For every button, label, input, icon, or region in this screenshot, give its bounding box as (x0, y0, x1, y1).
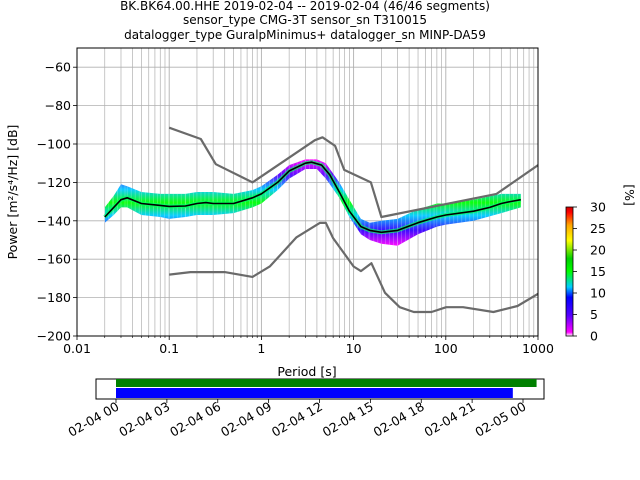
colorbar-tick-label: 25 (590, 221, 606, 236)
y-axis-label: Power [m²/s⁴/Hz] [dB] (5, 125, 20, 260)
x-tick-label: 1000 (522, 341, 554, 356)
colorbar-tick-label: 20 (590, 243, 606, 258)
colorbar-ticks: 0 5 10 15 20 25 30 (573, 200, 606, 344)
timeline-bars (116, 379, 537, 398)
colorbar-tick-label: 5 (590, 307, 598, 322)
timeline-tick-label: 02-04 21 (421, 399, 477, 440)
timeline-tick-label: 02-05 00 (472, 399, 528, 440)
availability-bar (116, 379, 537, 387)
plot-background (77, 48, 538, 336)
colorbar: 0 5 10 15 20 25 30 [%] (565, 184, 637, 344)
y-tick-label: −140 (37, 213, 71, 228)
y-tick-label: −60 (45, 60, 71, 75)
x-axis-label: Period [s] (277, 364, 336, 379)
colorbar-tick-label: 0 (590, 329, 598, 344)
colorbar-gradient (565, 206, 574, 337)
timeline-tick-label: 02-04 06 (167, 399, 223, 440)
y-tick-label: −200 (37, 329, 71, 344)
x-tick-label: 10 (346, 341, 362, 356)
mode-line (104, 161, 521, 234)
y-tick-label: −160 (37, 252, 71, 267)
timeline-tick-label: 02-04 15 (320, 399, 376, 440)
plot-area: 0.01 0.1 1 10 100 1000 −60 −80 −100 −120 −140 −160… (37, 47, 554, 356)
x-tick-label: 0.01 (63, 341, 91, 356)
title-line-2: sensor_type CMG-3T sensor_sn T310015 (183, 13, 427, 27)
title-line-3: datalogger_type GuralpMinimus+ datalogge… (124, 28, 486, 42)
y-tick-label: −120 (37, 175, 71, 190)
plot-frame (76, 47, 539, 337)
timeline-tick-label: 02-04 03 (116, 399, 172, 440)
grid (76, 48, 538, 337)
nlnm-line (169, 221, 538, 314)
y-tick-label: −100 (37, 137, 71, 152)
nhnm-line (168, 126, 538, 219)
colorbar-tick-label: 15 (590, 264, 606, 279)
colorbar-label: [%] (622, 184, 637, 206)
x-tick-label: 0.1 (159, 341, 179, 356)
x-axis-ticks: 0.01 0.1 1 10 100 1000 (63, 336, 554, 356)
colorbar-tick-label: 10 (590, 286, 606, 301)
timeline-tick-label: 02-04 12 (269, 399, 325, 440)
x-tick-label: 1 (257, 341, 265, 356)
title-line-1: BK.BK64.00.HHE 2019-02-04 -- 2019-02-04 … (120, 0, 490, 13)
y-tick-label: −80 (45, 98, 71, 113)
timeline-tick-label: 02-04 18 (371, 399, 427, 440)
timeline-tick-label: 02-04 00 (65, 399, 121, 440)
x-tick-label: 100 (434, 341, 458, 356)
y-tick-label: −180 (37, 290, 71, 305)
timeline-tick-label: 02-04 09 (218, 399, 274, 440)
series-lines (103, 126, 538, 314)
colorbar-tick-label: 30 (590, 200, 606, 215)
segments-bar (116, 388, 513, 398)
y-axis-ticks: −60 −80 −100 −120 −140 −160 −180 −200 (37, 60, 77, 344)
